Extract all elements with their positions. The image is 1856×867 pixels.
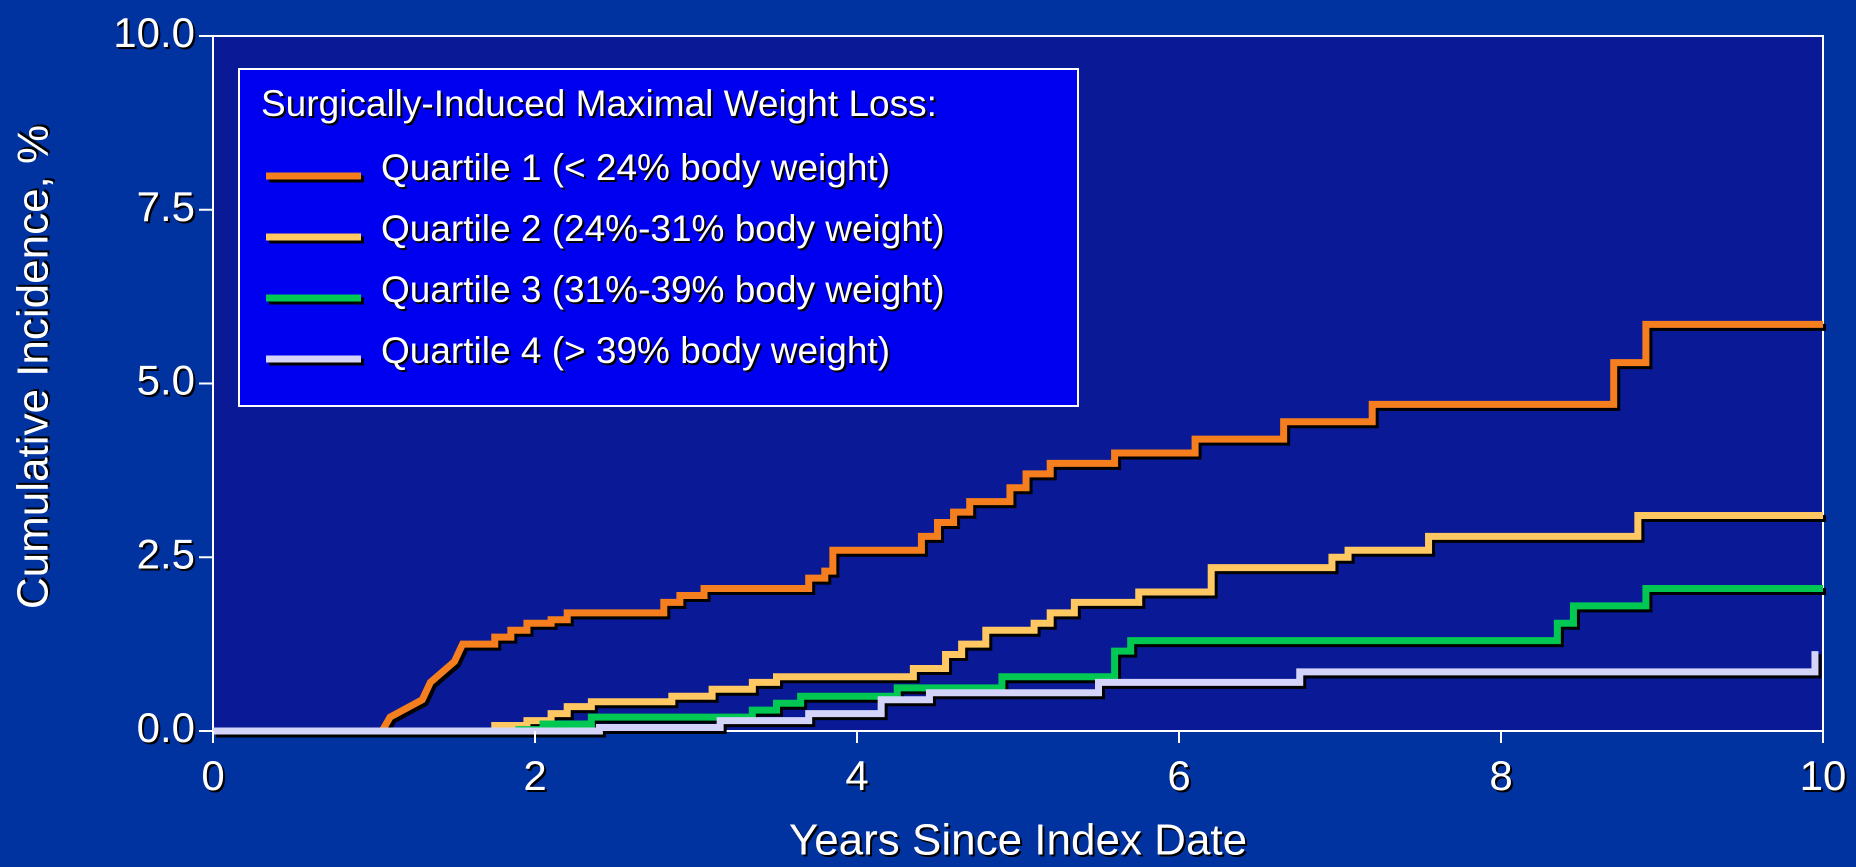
series-line: [213, 651, 1819, 735]
legend-label: Quartile 1 (< 24% body weight): [381, 147, 890, 188]
y-tick-label: 10.0: [113, 9, 195, 56]
x-axis-title: Years Since Index Date: [789, 816, 1247, 865]
y-tick-label: 7.5: [137, 183, 195, 230]
x-tick-label: 2: [523, 752, 546, 799]
series-layer: [213, 320, 1823, 735]
x-tick-label: 8: [1489, 752, 1512, 799]
legend-label: Quartile 2 (24%-31% body weight): [381, 208, 945, 249]
y-tick-label: 5.0: [137, 357, 195, 404]
y-axis-title: Cumulative Incidence, %: [9, 125, 58, 609]
x-tick-label: 4: [845, 752, 868, 799]
x-tick-label: 6: [1167, 752, 1190, 799]
y-tick-label: 0.0: [137, 704, 195, 751]
series-line: [213, 585, 1823, 735]
legend-label: Quartile 4 (> 39% body weight): [381, 330, 890, 371]
x-tick-label: 0: [201, 752, 224, 799]
y-tick-label: 2.5: [137, 530, 195, 577]
x-tick-label: 10: [1800, 752, 1847, 799]
legend-label: Quartile 3 (31%-39% body weight): [381, 269, 945, 310]
legend-box: [238, 68, 1079, 407]
series-line: [213, 320, 1823, 735]
series-line: [213, 512, 1823, 735]
legend-title: Surgically-Induced Maximal Weight Loss:: [261, 83, 937, 124]
